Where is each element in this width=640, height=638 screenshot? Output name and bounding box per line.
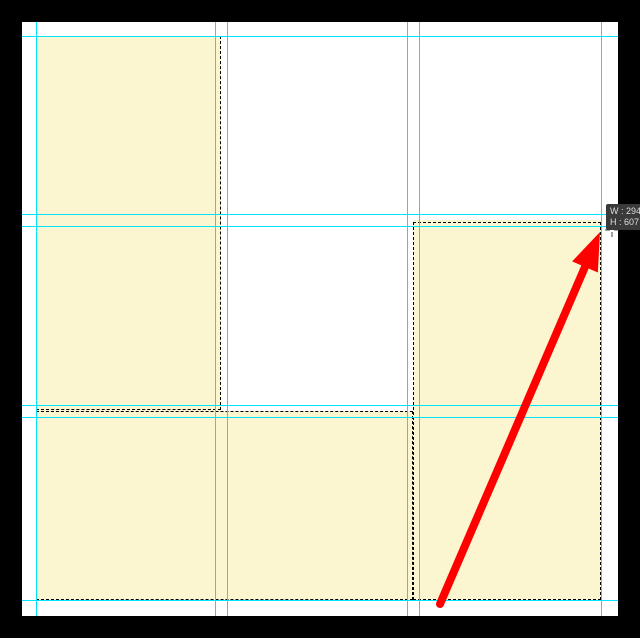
grid-cell: [221, 220, 413, 411]
guide-horizontal[interactable]: [22, 600, 618, 601]
dimensions-tooltip: W : 294H : 607: [606, 204, 640, 230]
selection-marquee[interactable]: [36, 36, 221, 410]
selection-marquee[interactable]: [413, 222, 601, 600]
guide-vertical[interactable]: [601, 22, 602, 616]
selection-marquee[interactable]: [36, 411, 413, 600]
grid-cell: [221, 36, 413, 220]
editor-stage: [22, 22, 618, 616]
tooltip-width: W : 294: [610, 206, 640, 216]
grid-cell: [413, 36, 601, 220]
tooltip-height: H : 607: [610, 217, 639, 227]
